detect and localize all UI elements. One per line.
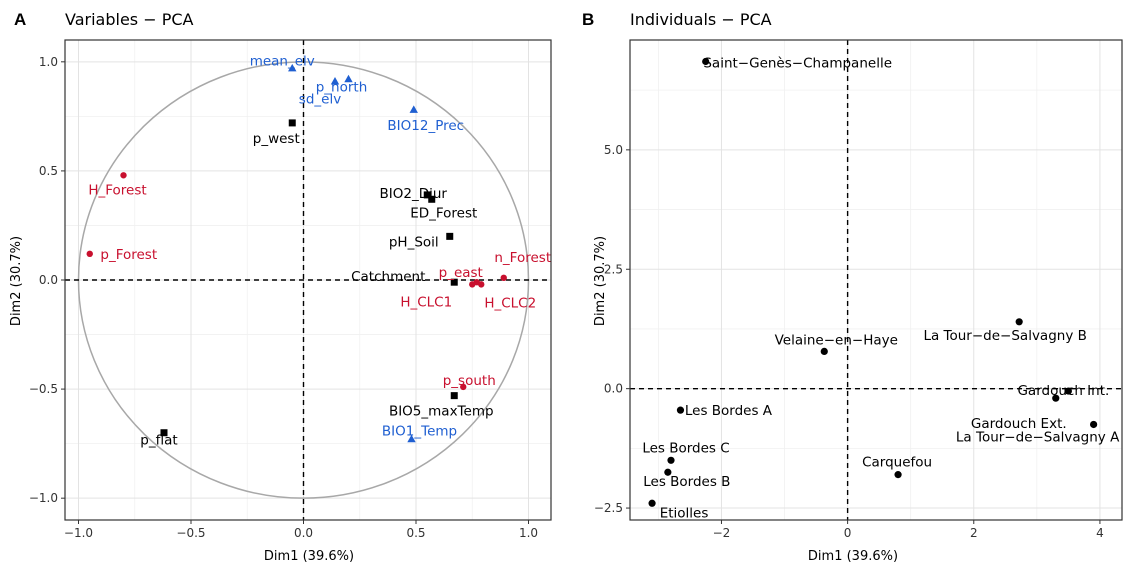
panel-b-plot-background [630, 40, 1122, 520]
panel-b-y-tick-label: 0.0 [604, 382, 623, 396]
panel-b-y-axis-title: Dim2 (30.7%) [593, 236, 608, 326]
panel-b-point-label: Etiolles [660, 505, 709, 521]
panel-b-x-tick-label: 4 [1096, 526, 1104, 540]
panel-a-point-11 [450, 278, 458, 286]
panel-letter-a: A [14, 10, 26, 29]
panel-b-border [629, 39, 1123, 521]
panel-a-point-8 [446, 232, 454, 240]
panel-a-point-7 [428, 195, 436, 203]
panel-b-point-10 [648, 499, 656, 507]
panel-a-point-label: ED_Forest [410, 205, 477, 221]
panel-a-point-15 [460, 383, 467, 391]
panel-a-point-6 [423, 191, 431, 199]
panel-a-point-16 [450, 392, 458, 400]
panel-a-x-tick-label: 1.0 [519, 526, 538, 540]
panel-b-point-4 [1052, 394, 1060, 402]
panel-b-title: Individuals − PCA [630, 10, 772, 29]
panel-b-point-5 [1090, 420, 1098, 429]
panel-a-y-tick-label: −1.0 [29, 491, 58, 505]
panel-a-point-1 [344, 74, 353, 83]
panel-b-point-label: Carquefou [862, 455, 932, 471]
panel-a-point-17 [407, 434, 416, 443]
panel-b-point-1 [1015, 318, 1023, 326]
panel-b-point-2 [820, 347, 828, 356]
panel-a-y-tick-label: −0.5 [29, 382, 58, 396]
panel-a-point-label: pH_Soil [389, 234, 439, 250]
panel-a-point-label: p_east [439, 265, 483, 281]
panel-a-point-label: mean_elv [250, 53, 315, 69]
panel-b-point-label: Gardouch Int. [1017, 383, 1109, 399]
panel-a-point-5 [120, 172, 127, 179]
panel-b-point-6 [676, 406, 685, 414]
panel-b-point-3 [1064, 387, 1072, 395]
panel-b: B Individuals − PCA Dim1 (39.6%) Dim2 (3… [582, 10, 1123, 564]
panel-a-x-tick-label: −0.5 [176, 526, 205, 540]
panel-a-point-label: BIO2_Diur [380, 186, 448, 202]
panel-b-point-label: Saint−Genès−Champanelle [703, 55, 892, 71]
panel-a-point-10 [500, 274, 507, 282]
panel-a-y-tick-label: 0.0 [39, 273, 58, 287]
panel-a-point-label: BIO12_Prec [387, 118, 464, 134]
panel-a-point-label: p_flat [140, 433, 177, 449]
panel-a-point-label: BIO1_Temp [382, 423, 457, 439]
panel-a-point-label: Catchment [351, 269, 425, 285]
panel-b-plot-area: Saint−Genès−Champanelle La Tour−de−Salvag… [630, 40, 1122, 521]
panel-a-point-14 [478, 281, 485, 288]
panel-b-x-tick-label: −2 [713, 526, 731, 540]
panel-a-point-4 [288, 119, 296, 127]
panel-a-point-2 [330, 76, 340, 85]
panel-a-x-tick-label: −1.0 [64, 526, 93, 540]
panel-a-point-label: n_Forest [494, 250, 551, 266]
panel-a-y-tick-label: 1.0 [39, 55, 58, 69]
panel-a-x-tick-label: 0.5 [406, 526, 425, 540]
panel-a-point-label: p_north [316, 79, 368, 95]
panel-a-point-label: p_south [443, 373, 496, 389]
panel-a-point-3 [409, 105, 418, 113]
panel-a-title: Variables − PCA [65, 10, 194, 29]
panel-b-point-label: Les Bordes B [643, 474, 730, 490]
panel-a-point-18 [160, 429, 168, 437]
panel-b-y-tick-label: 2.5 [604, 262, 623, 276]
panel-b-point-8 [894, 471, 902, 479]
panel-b-x-tick-label: 2 [970, 526, 978, 540]
panel-a: A Variables − PCA Dim1 (39.6%) Dim2 (30.… [9, 10, 552, 564]
panel-a-point-label: H_Forest [88, 182, 146, 198]
panel-a-point-label: BIO5_maxTemp [389, 404, 494, 420]
panel-a-point-9 [86, 250, 93, 258]
panel-letter-b: B [582, 10, 594, 29]
panel-b-point-0 [702, 57, 710, 66]
panel-b-x-axis-title: Dim1 (39.6%) [808, 549, 898, 564]
panel-b-point-label: La Tour−de−Salvagny B [923, 328, 1086, 344]
panel-b-y-tick-label: −2.5 [594, 501, 623, 515]
panel-a-y-axis-title: Dim2 (30.7%) [9, 236, 24, 326]
panel-b-point-9 [664, 468, 672, 476]
panel-a-point-label: H_CLC2 [484, 295, 536, 311]
panel-a-point-0 [288, 63, 297, 72]
panel-b-point-label: Velaine−en−Haye [775, 332, 898, 348]
panel-b-point-7 [667, 456, 675, 464]
panel-a-point-label: sd_elv [299, 91, 341, 107]
panel-a-x-tick-label: 0.0 [294, 526, 313, 540]
panel-a-point-label: p_west [253, 131, 300, 147]
panel-a-x-axis-title: Dim1 (39.6%) [264, 549, 354, 564]
panel-b-point-label: La Tour−de−Salvagny A [956, 429, 1120, 445]
panel-b-x-tick-label: 0 [844, 526, 852, 540]
panel-a-y-tick-label: 0.5 [39, 164, 58, 178]
panel-a-point-label: H_CLC1 [400, 294, 452, 310]
panel-b-point-label: Les Bordes C [642, 440, 729, 456]
panel-a-point-label: p_Forest [100, 247, 157, 263]
panel-b-point-label: Les Bordes A [685, 403, 773, 419]
panel-b-point-label: Gardouch Ext. [971, 416, 1067, 432]
panel-a-point-13 [469, 281, 476, 288]
panel-b-y-tick-label: 5.0 [604, 143, 623, 157]
